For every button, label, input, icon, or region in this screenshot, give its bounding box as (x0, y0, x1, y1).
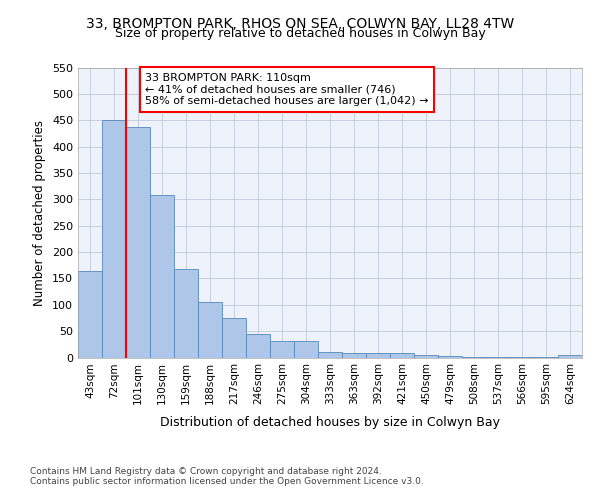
Bar (174, 270, 198, 358)
Bar (126, 127, 150, 358)
Bar (558, 355, 582, 358)
Bar (102, 120, 126, 358)
Bar (438, 356, 462, 358)
Bar (318, 352, 342, 358)
Text: Contains public sector information licensed under the Open Government Licence v3: Contains public sector information licen… (30, 477, 424, 486)
Bar (222, 318, 246, 358)
Bar (534, 357, 558, 358)
Bar (246, 334, 270, 357)
Text: Size of property relative to detached houses in Colwyn Bay: Size of property relative to detached ho… (115, 28, 485, 40)
X-axis label: Distribution of detached houses by size in Colwyn Bay: Distribution of detached houses by size … (160, 416, 500, 428)
Text: 33, BROMPTON PARK, RHOS ON SEA, COLWYN BAY, LL28 4TW: 33, BROMPTON PARK, RHOS ON SEA, COLWYN B… (86, 18, 514, 32)
Bar (510, 357, 534, 358)
Bar (366, 354, 390, 358)
Bar (486, 357, 510, 358)
Bar (198, 302, 222, 358)
Bar (390, 354, 414, 358)
Text: 33 BROMPTON PARK: 110sqm
← 41% of detached houses are smaller (746)
58% of semi-: 33 BROMPTON PARK: 110sqm ← 41% of detach… (145, 73, 428, 106)
Bar (414, 355, 438, 358)
Bar (342, 353, 366, 358)
Y-axis label: Number of detached properties: Number of detached properties (34, 120, 46, 306)
Bar (462, 357, 486, 358)
Bar (270, 340, 294, 357)
Bar (294, 340, 318, 357)
Text: Contains HM Land Registry data © Crown copyright and database right 2024.: Contains HM Land Registry data © Crown c… (30, 467, 382, 476)
Bar (78, 271, 102, 358)
Bar (150, 195, 174, 358)
